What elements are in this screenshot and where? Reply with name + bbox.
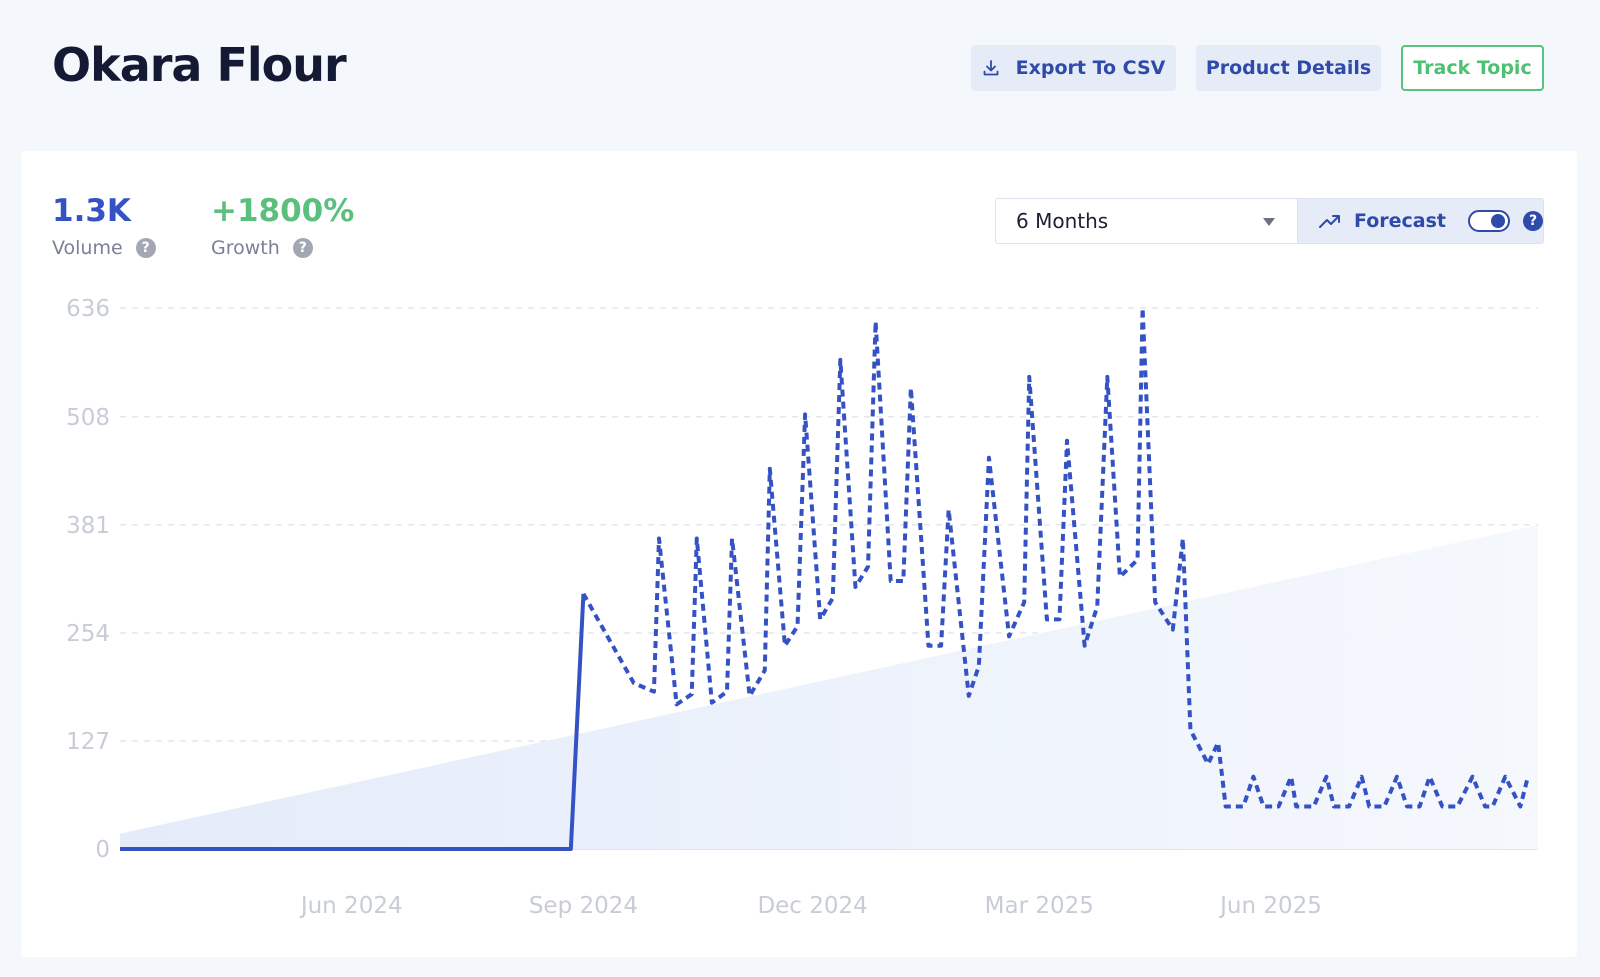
trending-up-icon	[1319, 215, 1340, 228]
time-range-value: 6 Months	[1016, 209, 1109, 233]
time-range-select[interactable]: 6 Months	[995, 198, 1297, 244]
trend-area	[120, 524, 1538, 849]
y-tick-label: 636	[66, 296, 110, 322]
product-details-button[interactable]: Product Details	[1196, 45, 1381, 91]
y-tick-label: 254	[66, 621, 110, 647]
x-tick-label: Sep 2024	[529, 893, 638, 919]
volume-value: 1.3K	[52, 193, 131, 229]
y-tick-label: 508	[66, 405, 110, 431]
x-tick-label: Jun 2024	[299, 893, 403, 919]
growth-help-icon[interactable]: ?	[292, 238, 313, 258]
export-csv-button[interactable]: Export To CSV	[971, 45, 1176, 91]
x-tick-label: Jun 2025	[1218, 893, 1322, 919]
product-details-label: Product Details	[1205, 57, 1372, 79]
growth-value: +1800%	[211, 193, 355, 229]
growth-label: Growth	[211, 237, 280, 259]
volume-help-icon[interactable]: ?	[135, 238, 156, 258]
forecast-toggle[interactable]	[1468, 210, 1510, 232]
page-title: Okara Flour	[52, 38, 347, 92]
y-tick-label: 0	[95, 837, 110, 863]
forecast-label: Forecast	[1354, 210, 1446, 232]
chevron-down-icon	[1263, 218, 1275, 226]
volume-label-row: Volume ?	[52, 237, 156, 259]
volume-label: Volume	[52, 237, 123, 259]
download-icon	[983, 60, 999, 76]
growth-label-row: Growth ?	[211, 237, 313, 259]
forecast-help-icon[interactable]: ?	[1523, 211, 1543, 231]
export-csv-label: Export To CSV	[1015, 57, 1166, 79]
forecast-series-line	[581, 306, 1530, 809]
y-tick-label: 381	[66, 513, 110, 539]
x-tick-label: Mar 2025	[985, 893, 1094, 919]
track-topic-button[interactable]: Track Topic	[1401, 45, 1544, 91]
x-tick-label: Dec 2024	[757, 893, 867, 919]
forecast-toggle-knob	[1491, 214, 1505, 228]
y-tick-label: 127	[66, 729, 110, 755]
forecast-control: Forecast ?	[1297, 198, 1544, 244]
track-topic-label: Track Topic	[1413, 57, 1532, 79]
actual-series-line	[120, 593, 586, 851]
